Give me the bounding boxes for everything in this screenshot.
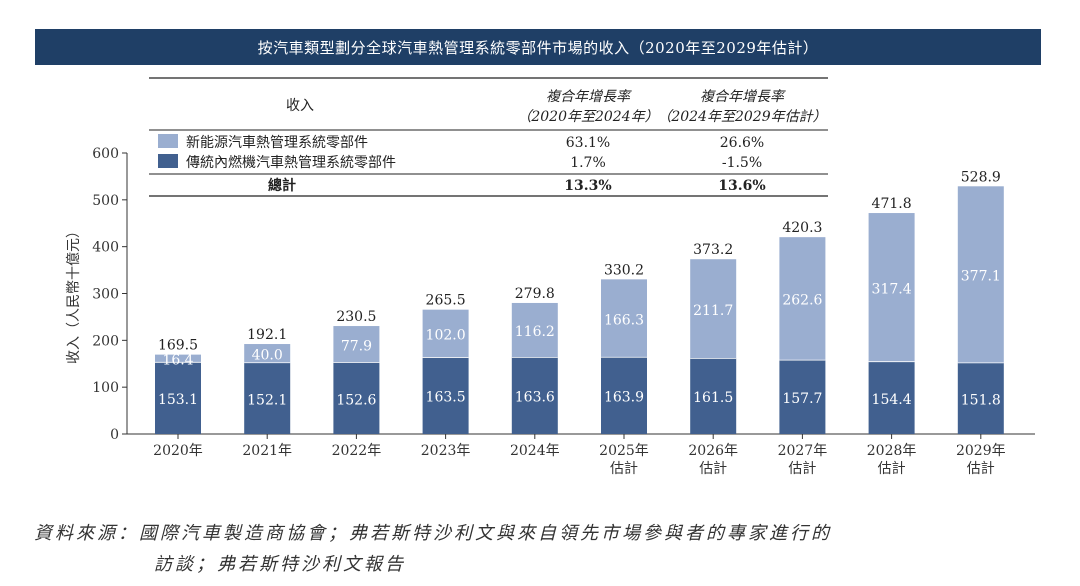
y-axis-label: 收入（人民幣十億元） bbox=[66, 224, 82, 364]
data-label-ice: 157.7 bbox=[782, 391, 822, 407]
cagr-value: 26.6% bbox=[720, 135, 764, 151]
legend-swatch bbox=[158, 154, 178, 168]
data-label-ice: 161.5 bbox=[693, 390, 733, 406]
x-tick-label: 2027年 bbox=[778, 443, 828, 459]
x-tick-label: 估計 bbox=[788, 461, 816, 477]
x-tick-label: 估計 bbox=[699, 461, 727, 477]
data-label-ice: 151.8 bbox=[961, 392, 1001, 408]
table-header-cagr1-period: （2020年至2024年） bbox=[517, 109, 658, 125]
x-tick-label: 2029年 bbox=[956, 443, 1006, 459]
y-tick-label: 600 bbox=[92, 146, 119, 162]
table-total-label: 總計 bbox=[268, 177, 296, 194]
data-label-nev: 166.3 bbox=[604, 312, 644, 328]
data-label-ice: 163.9 bbox=[604, 390, 644, 406]
data-label-nev: 40.0 bbox=[252, 347, 283, 363]
x-tick-label: 估計 bbox=[878, 461, 906, 477]
table-header-cagr2-period: （2024年至2029年估計） bbox=[657, 109, 826, 125]
bar-ice bbox=[511, 357, 558, 434]
bar-nev bbox=[690, 259, 737, 359]
x-tick-label: 2022年 bbox=[332, 443, 382, 459]
cagr-value: 1.7% bbox=[570, 155, 606, 171]
bar-ice bbox=[779, 360, 826, 434]
data-label-total: 471.8 bbox=[872, 196, 912, 212]
bar-ice bbox=[155, 362, 201, 434]
bar-nev bbox=[957, 186, 1004, 363]
legend-swatch bbox=[158, 134, 178, 148]
bar-ice bbox=[690, 358, 737, 434]
x-tick-label: 2020年 bbox=[153, 443, 203, 459]
data-label-ice: 154.4 bbox=[872, 392, 912, 408]
cagr-value: 63.1% bbox=[566, 135, 610, 151]
x-tick-label: 估計 bbox=[967, 461, 995, 477]
data-label-nev: 77.9 bbox=[341, 338, 372, 354]
data-label-total: 528.9 bbox=[961, 169, 1001, 185]
bar-nev bbox=[868, 213, 915, 362]
bar-ice bbox=[244, 362, 291, 434]
data-label-ice: 153.1 bbox=[158, 392, 198, 408]
y-tick-label: 200 bbox=[92, 333, 119, 349]
data-label-ice: 152.6 bbox=[336, 392, 376, 408]
source-note-continued: 訪談；弗若斯特沙利文報告 bbox=[154, 554, 406, 575]
data-label-ice: 163.5 bbox=[426, 390, 466, 406]
data-label-total: 373.2 bbox=[693, 242, 733, 258]
x-tick-label: 2024年 bbox=[510, 443, 560, 459]
table-header-cagr2: 複合年增長率 bbox=[700, 89, 786, 105]
bar-ice bbox=[601, 357, 647, 434]
y-tick-label: 300 bbox=[92, 287, 119, 303]
data-label-nev: 262.6 bbox=[782, 293, 822, 309]
y-tick-label: 500 bbox=[92, 193, 119, 209]
table-total-cagr1: 13.3% bbox=[564, 178, 611, 194]
data-label-total: 420.3 bbox=[782, 220, 822, 236]
x-tick-label: 估計 bbox=[610, 461, 638, 477]
bar-nev bbox=[422, 309, 469, 358]
bar-nev bbox=[601, 279, 647, 358]
bar-nev bbox=[244, 344, 291, 363]
bar-ice bbox=[422, 357, 469, 434]
bar-nev bbox=[155, 354, 201, 363]
data-label-nev: 211.7 bbox=[693, 303, 733, 319]
x-tick-label: 2023年 bbox=[421, 443, 471, 459]
legend-label: 新能源汽車熱管理系統零部件 bbox=[186, 134, 368, 151]
data-label-nev: 377.1 bbox=[961, 269, 1001, 285]
legend-label: 傳統內燃機汽車熱管理系統零部件 bbox=[186, 154, 396, 171]
data-label-nev: 16.4 bbox=[162, 352, 193, 368]
data-label-ice: 163.6 bbox=[515, 390, 555, 406]
table-header-cagr1: 複合年增長率 bbox=[546, 89, 632, 105]
data-label-total: 192.1 bbox=[247, 327, 287, 343]
cagr-value: -1.5% bbox=[722, 155, 762, 171]
data-label-total: 169.5 bbox=[158, 338, 198, 354]
y-tick-label: 400 bbox=[92, 240, 119, 256]
data-label-total: 265.5 bbox=[426, 293, 466, 309]
data-label-nev: 116.2 bbox=[515, 324, 555, 340]
bar-nev bbox=[333, 326, 380, 363]
bar-ice bbox=[333, 362, 380, 434]
data-label-total: 330.2 bbox=[604, 262, 644, 278]
x-tick-label: 2025年 bbox=[599, 443, 649, 459]
bar-ice bbox=[957, 362, 1004, 434]
data-label-total: 279.8 bbox=[515, 286, 555, 302]
x-tick-label: 2026年 bbox=[688, 443, 738, 459]
x-tick-label: 2028年 bbox=[867, 443, 917, 459]
x-tick-label: 2021年 bbox=[242, 443, 292, 459]
data-label-nev: 102.0 bbox=[426, 328, 466, 344]
table-header-revenue: 收入 bbox=[286, 98, 314, 114]
y-tick-label: 100 bbox=[92, 380, 119, 396]
bar-ice bbox=[868, 361, 915, 434]
source-note: 資料來源：國際汽車製造商協會；弗若斯特沙利文與來自領先市場參與者的專家進行的 bbox=[34, 523, 832, 544]
table-total-cagr2: 13.6% bbox=[718, 178, 765, 194]
bar-nev bbox=[779, 237, 826, 361]
bar-nev bbox=[511, 302, 558, 358]
stacked-bar-chart: 0100200300400500600收入（人民幣十億元）153.116.416… bbox=[66, 77, 1035, 477]
data-label-ice: 152.1 bbox=[247, 392, 287, 408]
data-label-total: 230.5 bbox=[336, 309, 376, 325]
y-tick-label: 0 bbox=[110, 427, 119, 443]
chart-title: 按汽車類型劃分全球汽車熱管理系統零部件市場的收入（2020年至2029年估計） bbox=[35, 29, 1041, 65]
data-label-nev: 317.4 bbox=[872, 281, 912, 297]
